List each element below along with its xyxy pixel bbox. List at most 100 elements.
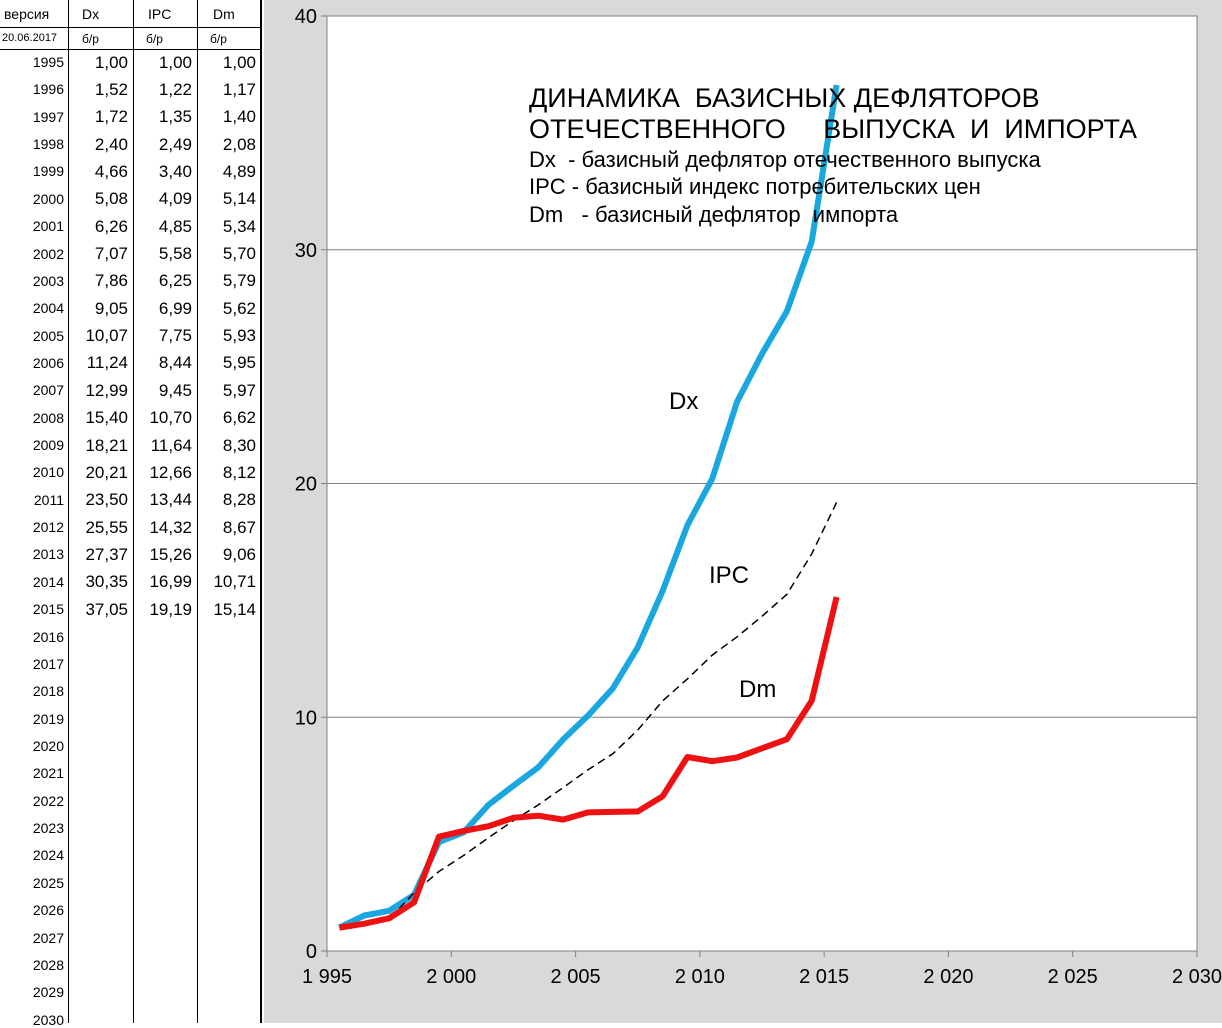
- year-cell: 2002: [32, 245, 64, 262]
- text-layer: ДИНАМИКА БАЗИСНЫХ ДЕФЛЯТОРОВОТЕЧЕСТВЕННО…: [529, 83, 1137, 703]
- column-header-ipc: IPC: [148, 6, 172, 22]
- year-cell: 2027: [32, 929, 64, 946]
- dm-cell: 5,62: [222, 298, 256, 318]
- dx-cell: 15,40: [85, 408, 128, 428]
- dm-cell: 5,95: [222, 353, 256, 373]
- dm-cell: 1,00: [222, 52, 256, 72]
- year-cell: 2020: [32, 738, 64, 754]
- ipc-cell: 6,25: [158, 271, 192, 291]
- column-header-dm: Dm: [213, 6, 235, 22]
- ipc-cell: 19,19: [149, 599, 192, 619]
- x-tick-label: 2 005: [551, 966, 601, 988]
- dm-cell: 5,93: [222, 326, 256, 346]
- year-cell: 1995: [32, 54, 64, 70]
- dx-cell: 12,99: [85, 380, 128, 400]
- year-cell: 2026: [32, 902, 64, 919]
- series-line-dm: [338, 596, 840, 931]
- year-cell: 2001: [32, 218, 64, 235]
- dm-cell: 5,97: [222, 380, 256, 400]
- year-cell: 2030: [32, 1011, 64, 1028]
- ipc-cell: 2,49: [158, 134, 192, 154]
- series-label-dx: Dx: [669, 388, 698, 415]
- ipc-cell: 12,66: [149, 462, 192, 482]
- year-cell: 2015: [32, 601, 64, 618]
- x-tick-label: 2 020: [923, 966, 973, 988]
- ipc-cell: 6,99: [158, 298, 192, 318]
- chart-svg: 0 10 20 30 40 1 995 2 000 2 005 2 010 2 015 2 020 2…: [295, 6, 1222, 988]
- data-table: версия Dx IPC Dm 20.06.2017 б/р б/р б/р …: [0, 0, 262, 1027]
- ipc-cell: 5,58: [158, 244, 192, 264]
- ipc-cell: 1,00: [158, 52, 192, 72]
- header-divider: [0, 27, 260, 28]
- ipc-cell: 1,22: [158, 79, 192, 99]
- dm-cell: 8,67: [222, 517, 256, 537]
- dx-cell: 1,52: [94, 79, 128, 99]
- year-cell: 2004: [32, 300, 64, 317]
- dx-cell: 30,35: [85, 572, 128, 592]
- dm-cell: 1,17: [222, 79, 256, 99]
- year-cell: 2012: [32, 519, 64, 536]
- dx-cell: 5,08: [94, 189, 128, 209]
- year-cell: 2028: [32, 956, 64, 973]
- dm-cell: 5,79: [222, 271, 256, 291]
- dx-cell: 20,21: [85, 462, 128, 482]
- year-cell: 2005: [32, 327, 64, 344]
- ipc-cell: 1,35: [158, 107, 192, 127]
- year-cell: 2017: [32, 655, 64, 672]
- year-cell: 1998: [32, 136, 64, 153]
- header-divider: [0, 49, 260, 50]
- dm-cell: 10,71: [213, 572, 256, 592]
- dm-cell: 5,34: [222, 216, 256, 236]
- y-tick-label: 40: [295, 6, 317, 28]
- year-cell: 2016: [32, 628, 64, 645]
- dm-cell: 8,28: [222, 490, 256, 510]
- ipc-cell: 13,44: [149, 490, 192, 510]
- year-cell: 2029: [32, 984, 64, 1001]
- dm-cell: 1,40: [222, 107, 256, 127]
- column-divider: [133, 0, 134, 1023]
- year-cell: 1999: [32, 163, 64, 180]
- dm-cell: 4,89: [222, 161, 256, 181]
- ipc-cell: 11,64: [150, 435, 192, 455]
- dm-cell: 5,70: [222, 244, 256, 264]
- x-tick-label: 2 010: [675, 966, 725, 988]
- chart-title-line: ОТЕЧЕСТВЕННОГО ВЫПУСКА И ИМПОРТА: [529, 114, 1137, 144]
- dm-cell: 6,62: [222, 408, 256, 428]
- year-cell: 2013: [32, 546, 64, 563]
- year-cell: 2014: [32, 573, 64, 590]
- dx-cell: 6,26: [94, 216, 128, 236]
- year-cell: 2009: [32, 437, 64, 454]
- ipc-cell: 4,09: [158, 189, 192, 209]
- dx-cell: 18,21: [85, 435, 128, 455]
- year-cell: 1996: [32, 81, 64, 98]
- ipc-cell: 14,32: [149, 517, 192, 537]
- year-cell: 2021: [32, 765, 64, 782]
- dm-cell: 8,12: [222, 462, 256, 482]
- tick-layer: 0 10 20 30 40 1 995 2 000 2 005 2 010 2 015 2 020 2…: [295, 6, 1222, 988]
- dx-cell: 4,66: [94, 161, 128, 181]
- ipc-cell: 16,99: [149, 572, 192, 592]
- ipc-cell: 7,75: [158, 326, 192, 346]
- year-cell: 2018: [32, 683, 64, 700]
- series-label-ipc: IPC: [709, 562, 749, 589]
- legend-line: Dm - базисный дефлятор импорта: [529, 202, 899, 227]
- unit-label-ipc: б/р: [146, 32, 163, 46]
- ipc-cell: 4,85: [158, 216, 192, 236]
- year-cell: 2019: [32, 710, 64, 727]
- ipc-cell: 9,45: [158, 380, 192, 400]
- column-divider: [197, 0, 198, 1023]
- column-divider: [68, 0, 69, 1023]
- x-tick-label: 2 000: [426, 966, 476, 988]
- year-cell: 2011: [33, 491, 64, 508]
- year-cell: 2000: [32, 190, 64, 207]
- unit-label-dm: б/р: [210, 32, 227, 46]
- dx-cell: 9,05: [94, 298, 128, 318]
- legend-line: Dx - базисный дефлятор отечественного вы…: [529, 147, 1041, 172]
- year-cell: 1997: [32, 108, 64, 125]
- version-date: 20.06.2017: [2, 32, 58, 44]
- year-cell: 2023: [32, 820, 64, 837]
- y-tick-label: 0: [306, 941, 317, 963]
- x-tick-label: 2 025: [1048, 966, 1098, 988]
- legend-line: IPC - базисный индекс потребительских це…: [529, 174, 981, 199]
- dm-cell: 5,14: [222, 189, 256, 209]
